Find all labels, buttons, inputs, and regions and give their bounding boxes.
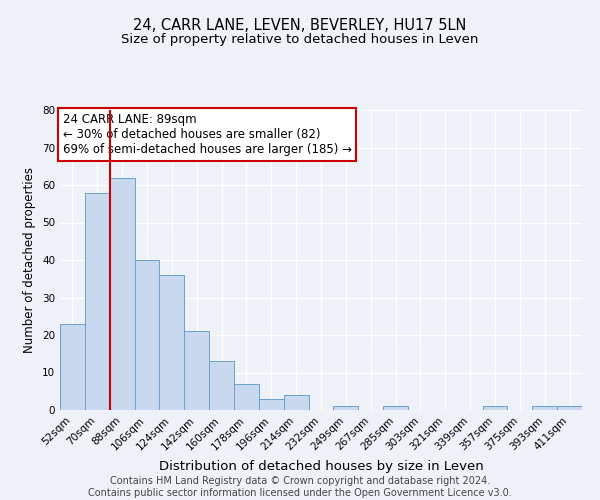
Text: Size of property relative to detached houses in Leven: Size of property relative to detached ho… [121,32,479,46]
Y-axis label: Number of detached properties: Number of detached properties [23,167,37,353]
Bar [160,275,184,410]
Bar [482,406,508,410]
Bar [184,331,209,410]
Text: 24 CARR LANE: 89sqm
← 30% of detached houses are smaller (82)
69% of semi-detach: 24 CARR LANE: 89sqm ← 30% of detached ho… [62,113,352,156]
Bar [134,260,160,410]
Bar [383,406,408,410]
Text: 24, CARR LANE, LEVEN, BEVERLEY, HU17 5LN: 24, CARR LANE, LEVEN, BEVERLEY, HU17 5LN [133,18,467,32]
Bar [60,324,85,410]
Bar [110,178,134,410]
Bar [209,361,234,410]
Text: Contains HM Land Registry data © Crown copyright and database right 2024.
Contai: Contains HM Land Registry data © Crown c… [88,476,512,498]
Bar [234,384,259,410]
Bar [532,406,557,410]
X-axis label: Distribution of detached houses by size in Leven: Distribution of detached houses by size … [158,460,484,473]
Bar [284,395,308,410]
Bar [259,399,284,410]
Bar [85,192,110,410]
Bar [557,406,582,410]
Bar [334,406,358,410]
